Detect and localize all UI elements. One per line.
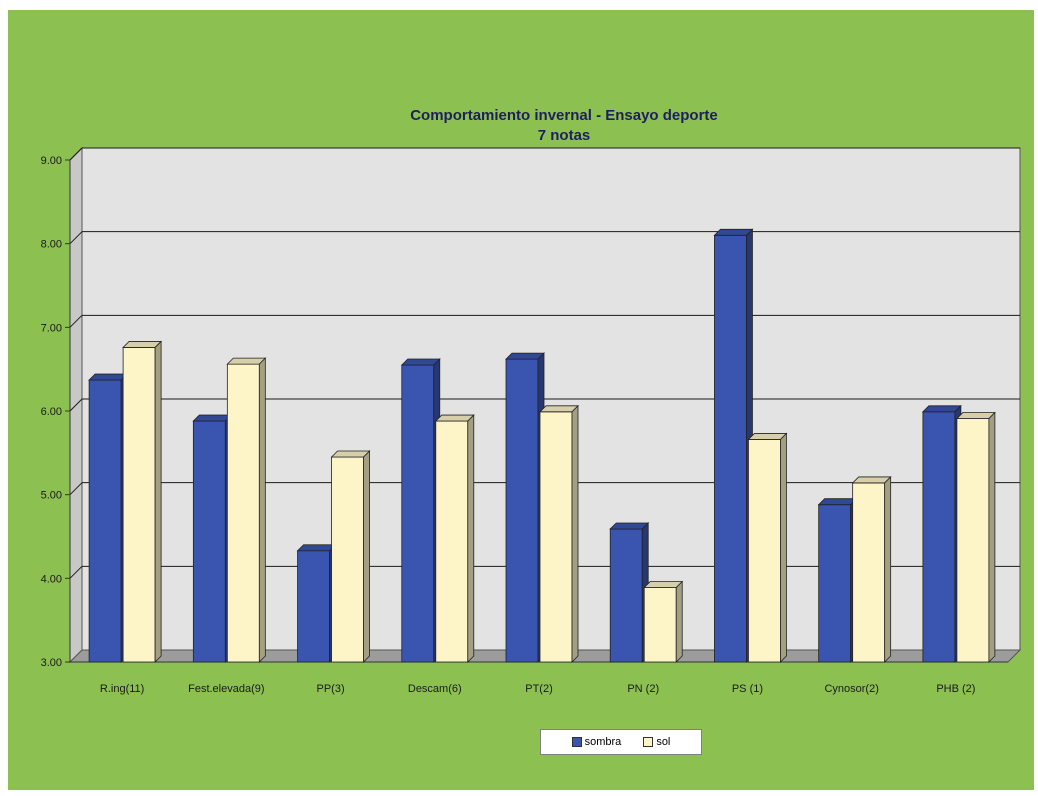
- x-tick-label: PS (1): [732, 683, 763, 695]
- bar-sombra-8-top: [921, 405, 962, 413]
- bar-sol-3-top: [434, 414, 475, 422]
- gridline: [69, 147, 83, 161]
- bar-sombra-0: [88, 379, 122, 663]
- x-tick-label: R.ing(11): [100, 683, 144, 695]
- x-tick-label: PT(2): [525, 683, 553, 695]
- bar-sol-1: [226, 363, 260, 663]
- bar-sombra-1: [192, 420, 226, 663]
- y-tick-label: 6.00: [41, 406, 62, 418]
- bar-sol-5-side: [675, 580, 683, 663]
- bar-sombra-2: [297, 550, 330, 663]
- bar-sombra-6-top: [713, 228, 754, 236]
- legend-item-sombra: sombra: [571, 736, 622, 748]
- x-tick-label: Descam(6): [408, 683, 462, 695]
- bar-sombra-7-top: [817, 498, 858, 506]
- bar-sol-6-side: [780, 432, 787, 663]
- bar-sol-1-side: [258, 357, 266, 663]
- bar-sol-8-top: [955, 412, 996, 419]
- bar-sol-3-side: [467, 414, 475, 663]
- legend: sombra sol: [540, 729, 702, 755]
- bar-sol-3: [435, 420, 469, 663]
- bar-chart: Comportamiento invernal - Ensayo deporte…: [41, 107, 1022, 695]
- gridline: [69, 482, 83, 496]
- bar-sol-4-side: [571, 404, 579, 663]
- gridline: [69, 565, 83, 579]
- legend-label-sombra: sombra: [584, 736, 622, 748]
- bar-sol-5: [643, 587, 677, 663]
- bar-sol-6-top: [747, 433, 788, 440]
- bar-sombra-1-top: [192, 414, 233, 422]
- y-tick-label: 5.00: [41, 490, 62, 502]
- gridline: [69, 231, 83, 245]
- y-tick-label: 9.00: [41, 155, 62, 167]
- bar-sol-5-top: [643, 581, 684, 588]
- legend-swatch-sol: [643, 737, 654, 747]
- legend-label-sol: sol: [656, 736, 671, 748]
- bar-sol-0: [122, 347, 156, 663]
- bar-sol-1-top: [226, 357, 267, 365]
- bar-sol-8: [956, 418, 990, 663]
- bar-sol-4: [539, 411, 573, 663]
- bar-sol-2-side: [363, 450, 370, 663]
- bar-sol-2: [331, 456, 364, 663]
- bar-sombra-6: [714, 234, 747, 663]
- bar-sombra-8: [922, 411, 956, 663]
- bar-sol-7-side: [884, 475, 892, 663]
- bar-sombra-4-top: [505, 352, 545, 360]
- bar-sombra-5: [609, 528, 643, 663]
- bar-sombra-3: [401, 364, 435, 663]
- x-tick-label: Fest.elevada(9): [188, 683, 264, 695]
- chart-subtitle: 7 notas: [538, 127, 591, 144]
- y-tick-label: 7.00: [41, 322, 62, 334]
- bar-sol-0-side: [154, 340, 162, 663]
- y-tick-label: 3.00: [41, 657, 62, 669]
- chart-title: Comportamiento invernal - Ensayo deporte: [410, 107, 718, 124]
- bar-sombra-5-top: [609, 522, 650, 530]
- bar-sombra-4: [505, 358, 539, 663]
- y-tick-label: 8.00: [41, 239, 62, 251]
- x-tick-label: PP(3): [316, 683, 344, 695]
- y-tick-label: 4.00: [41, 573, 62, 585]
- gridline: [69, 398, 83, 412]
- bar-sol-7-top: [851, 476, 892, 484]
- x-tick-label: PHB (2): [936, 683, 975, 695]
- bar-sol-7: [852, 482, 886, 663]
- bar-sol-8-side: [988, 411, 996, 663]
- x-tick-label: Cynosor(2): [824, 683, 878, 695]
- x-tick-label: PN (2): [627, 683, 659, 695]
- legend-item-sol: sol: [643, 736, 670, 748]
- bar-sombra-7: [818, 504, 852, 663]
- legend-swatch-sombra: [571, 737, 582, 747]
- bar-sol-0-top: [122, 341, 163, 348]
- bar-sombra-2-top: [296, 544, 337, 552]
- bar-sombra-3-top: [400, 358, 441, 366]
- bar-sol-2-top: [330, 450, 371, 458]
- bar-sol-4-top: [539, 405, 579, 413]
- chart-area: Comportamiento invernal - Ensayo deporte…: [8, 10, 1034, 790]
- bar-sombra-0-top: [88, 373, 129, 381]
- bar-sol-6: [748, 439, 781, 663]
- gridline: [69, 314, 83, 328]
